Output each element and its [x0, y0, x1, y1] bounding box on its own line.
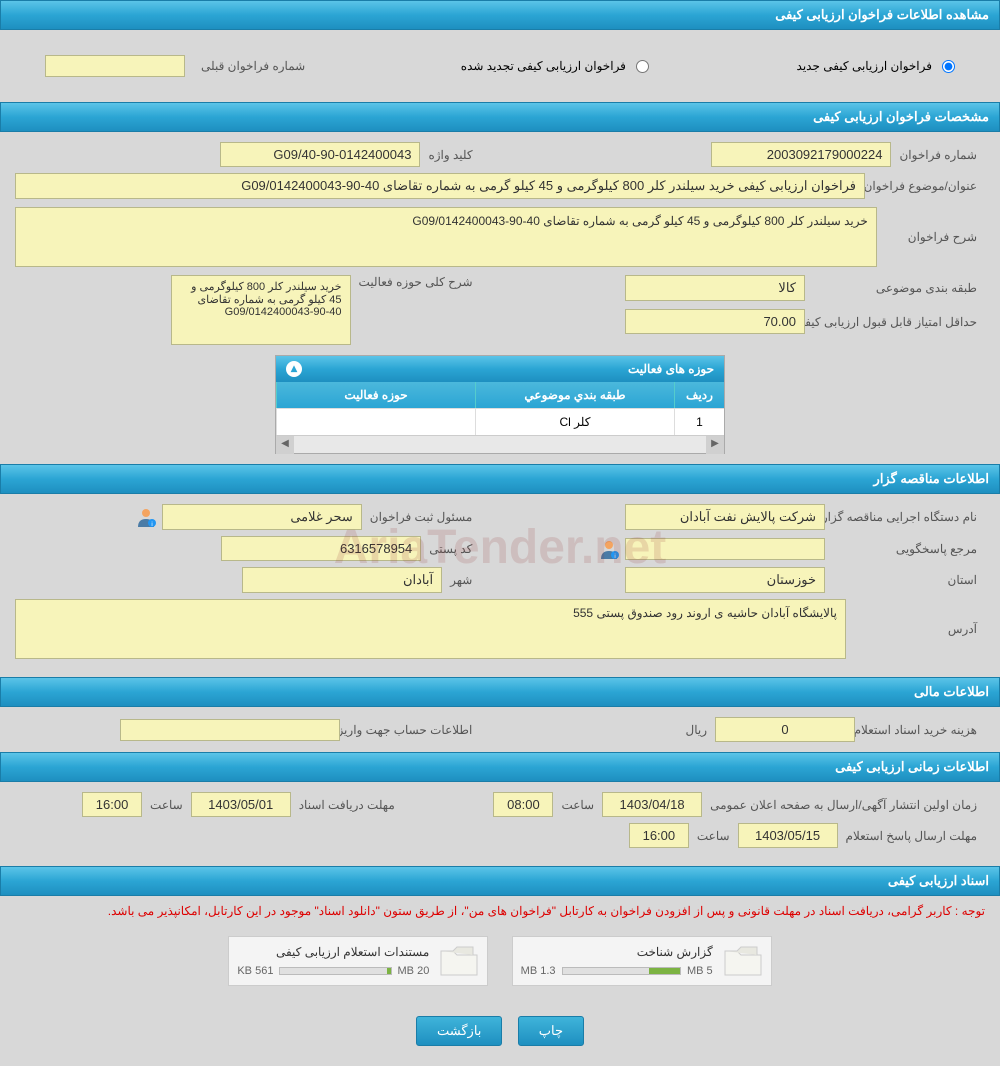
- file-box-docs[interactable]: مستندات استعلام ارزیابی کیفی 20 MB 561 K…: [228, 936, 488, 986]
- hour-label-2: ساعت: [142, 798, 191, 812]
- activity-desc-label: شرح کلی حوزه فعالیت: [351, 275, 481, 289]
- pub-date-field: 1403/04/18: [602, 792, 702, 817]
- td-category: کلر Cl: [475, 409, 674, 435]
- postal-label: کد پستی: [421, 542, 480, 556]
- call-desc-label: شرح فراخوان: [877, 230, 985, 244]
- account-label: اطلاعات حساب جهت واریز هزینه خرید اسناد: [340, 723, 480, 737]
- section-header-docs: اسناد ارزیابی کیفی: [0, 866, 1000, 896]
- file-box-report[interactable]: گزارش شناخت 5 MB 1.3 MB: [512, 936, 772, 986]
- reg-label: مسئول ثبت فراخوان: [362, 510, 481, 524]
- account-field: [120, 719, 340, 741]
- keyword-label: کلید واژه: [420, 148, 480, 162]
- call-no-field: 2003092179000224: [711, 142, 891, 167]
- reg-field: سحر غلامی: [162, 504, 362, 530]
- deadline-label: مهلت دریافت اسناد: [291, 798, 403, 812]
- cost-unit: ریال: [677, 723, 715, 737]
- file1-total: 5 MB: [687, 965, 713, 977]
- city-label: شهر: [442, 573, 480, 587]
- call-no-label: شماره فراخوان: [891, 148, 985, 162]
- scroll-left-icon[interactable]: ◀: [276, 436, 294, 454]
- file2-total: 20 MB: [398, 965, 430, 977]
- folder-icon: [723, 945, 763, 977]
- cost-field: 0: [715, 717, 855, 742]
- notice-text: توجه : کاربر گرامی، دریافت اسناد در مهلت…: [0, 896, 1000, 926]
- file1-title: گزارش شناخت: [521, 945, 713, 959]
- file1-bar: [562, 967, 681, 975]
- reply-label: مهلت ارسال پاسخ استعلام: [838, 829, 985, 843]
- file1-used: 1.3 MB: [521, 965, 556, 977]
- file2-used: 561 KB: [237, 965, 273, 977]
- back-button[interactable]: بازگشت: [416, 1016, 502, 1046]
- table-scrollbar[interactable]: ▶ ◀: [276, 435, 724, 453]
- reply-hour-field: 16:00: [629, 823, 689, 848]
- addr-label: آدرس: [846, 622, 985, 636]
- ref-label: مرجع پاسخگویی: [825, 542, 985, 556]
- activity-desc-field: خرید سیلندر کلر 800 کیلوگرمی و 45 کیلو گ…: [171, 275, 351, 345]
- pub-hour-field: 08:00: [493, 792, 553, 817]
- radio-new-call[interactable]: فراخوان ارزیابی کیفی جدید: [797, 59, 955, 73]
- th-activity: حوزه فعالیت: [276, 382, 475, 408]
- province-label: استان: [825, 573, 985, 587]
- th-index: ردیف: [674, 382, 724, 408]
- td-index: 1: [674, 409, 724, 435]
- activity-table-title: حوزه های فعالیت: [628, 362, 714, 376]
- min-score-label: حداقل امتیاز قابل قبول ارزیابی کیفی: [805, 315, 985, 329]
- radio-renewed-label: فراخوان ارزیابی کیفی تجدید شده: [461, 59, 626, 73]
- section-header-spec: مشخصات فراخوان ارزیابی کیفی: [0, 102, 1000, 132]
- keyword-field: G09/40-90-0142400043: [220, 142, 420, 167]
- deadline-date-field: 1403/05/01: [191, 792, 291, 817]
- hour-label-1: ساعت: [553, 798, 602, 812]
- radio-new-label: فراخوان ارزیابی کیفی جدید: [797, 59, 932, 73]
- hour-label-3: ساعت: [689, 829, 738, 843]
- file2-title: مستندات استعلام ارزیابی کیفی: [237, 945, 429, 959]
- postal-field: 6316578954: [221, 536, 421, 561]
- prev-call-no-label: شماره فراخوان قبلی: [193, 59, 313, 73]
- call-title-field: فراخوان ارزیابی کیفی خرید سیلندر کلر 800…: [15, 173, 865, 199]
- svg-text:i: i: [151, 522, 152, 528]
- pub-label: زمان اولین انتشار آگهی/ارسال به صفحه اعل…: [702, 798, 985, 812]
- deadline-hour-field: 16:00: [82, 792, 142, 817]
- org-name-label: نام دستگاه اجرایی مناقصه گزار: [825, 510, 985, 524]
- print-button[interactable]: چاپ: [518, 1016, 584, 1046]
- section-header-time: اطلاعات زمانی ارزیابی کیفی: [0, 752, 1000, 782]
- cost-label: هزینه خرید اسناد استعلام ارزیابی کیفی: [855, 723, 985, 737]
- call-title-label: عنوان/موضوع فراخوان: [865, 179, 985, 193]
- call-desc-field: خرید سیلندر کلر 800 کیلوگرمی و 45 کیلو گ…: [15, 207, 877, 267]
- scroll-right-icon[interactable]: ▶: [706, 436, 724, 454]
- person-icon: i: [134, 505, 158, 529]
- class-label: طبقه بندی موضوعی: [805, 281, 985, 295]
- collapse-icon[interactable]: ▴: [286, 361, 302, 377]
- province-field: خوزستان: [625, 567, 825, 593]
- section-header-view-info: مشاهده اطلاعات فراخوان ارزیابی کیفی: [0, 0, 1000, 30]
- svg-text:i: i: [614, 554, 615, 560]
- section-header-fin: اطلاعات مالی: [0, 677, 1000, 707]
- table-row: 1 کلر Cl: [276, 408, 724, 435]
- td-activity: [276, 409, 475, 435]
- prev-call-no-field: [45, 55, 185, 77]
- folder-icon: [439, 945, 479, 977]
- reply-date-field: 1403/05/15: [738, 823, 838, 848]
- file2-bar: [279, 967, 391, 975]
- radio-renewed-call[interactable]: فراخوان ارزیابی کیفی تجدید شده: [461, 59, 649, 73]
- org-name-field: شرکت پالایش نفت آبادان: [625, 504, 825, 530]
- ref-field: [625, 538, 825, 560]
- th-category: طبقه بندي موضوعي: [475, 382, 674, 408]
- min-score-field: 70.00: [625, 309, 805, 334]
- class-field: کالا: [625, 275, 805, 301]
- person-icon: i: [597, 537, 621, 561]
- section-header-org: اطلاعات مناقصه گزار: [0, 464, 1000, 494]
- addr-field: پالایشگاه آبادان حاشیه ی اروند رود صندوق…: [15, 599, 846, 659]
- city-field: آبادان: [242, 567, 442, 593]
- activity-table: حوزه های فعالیت ▴ ردیف طبقه بندي موضوعي …: [275, 355, 725, 454]
